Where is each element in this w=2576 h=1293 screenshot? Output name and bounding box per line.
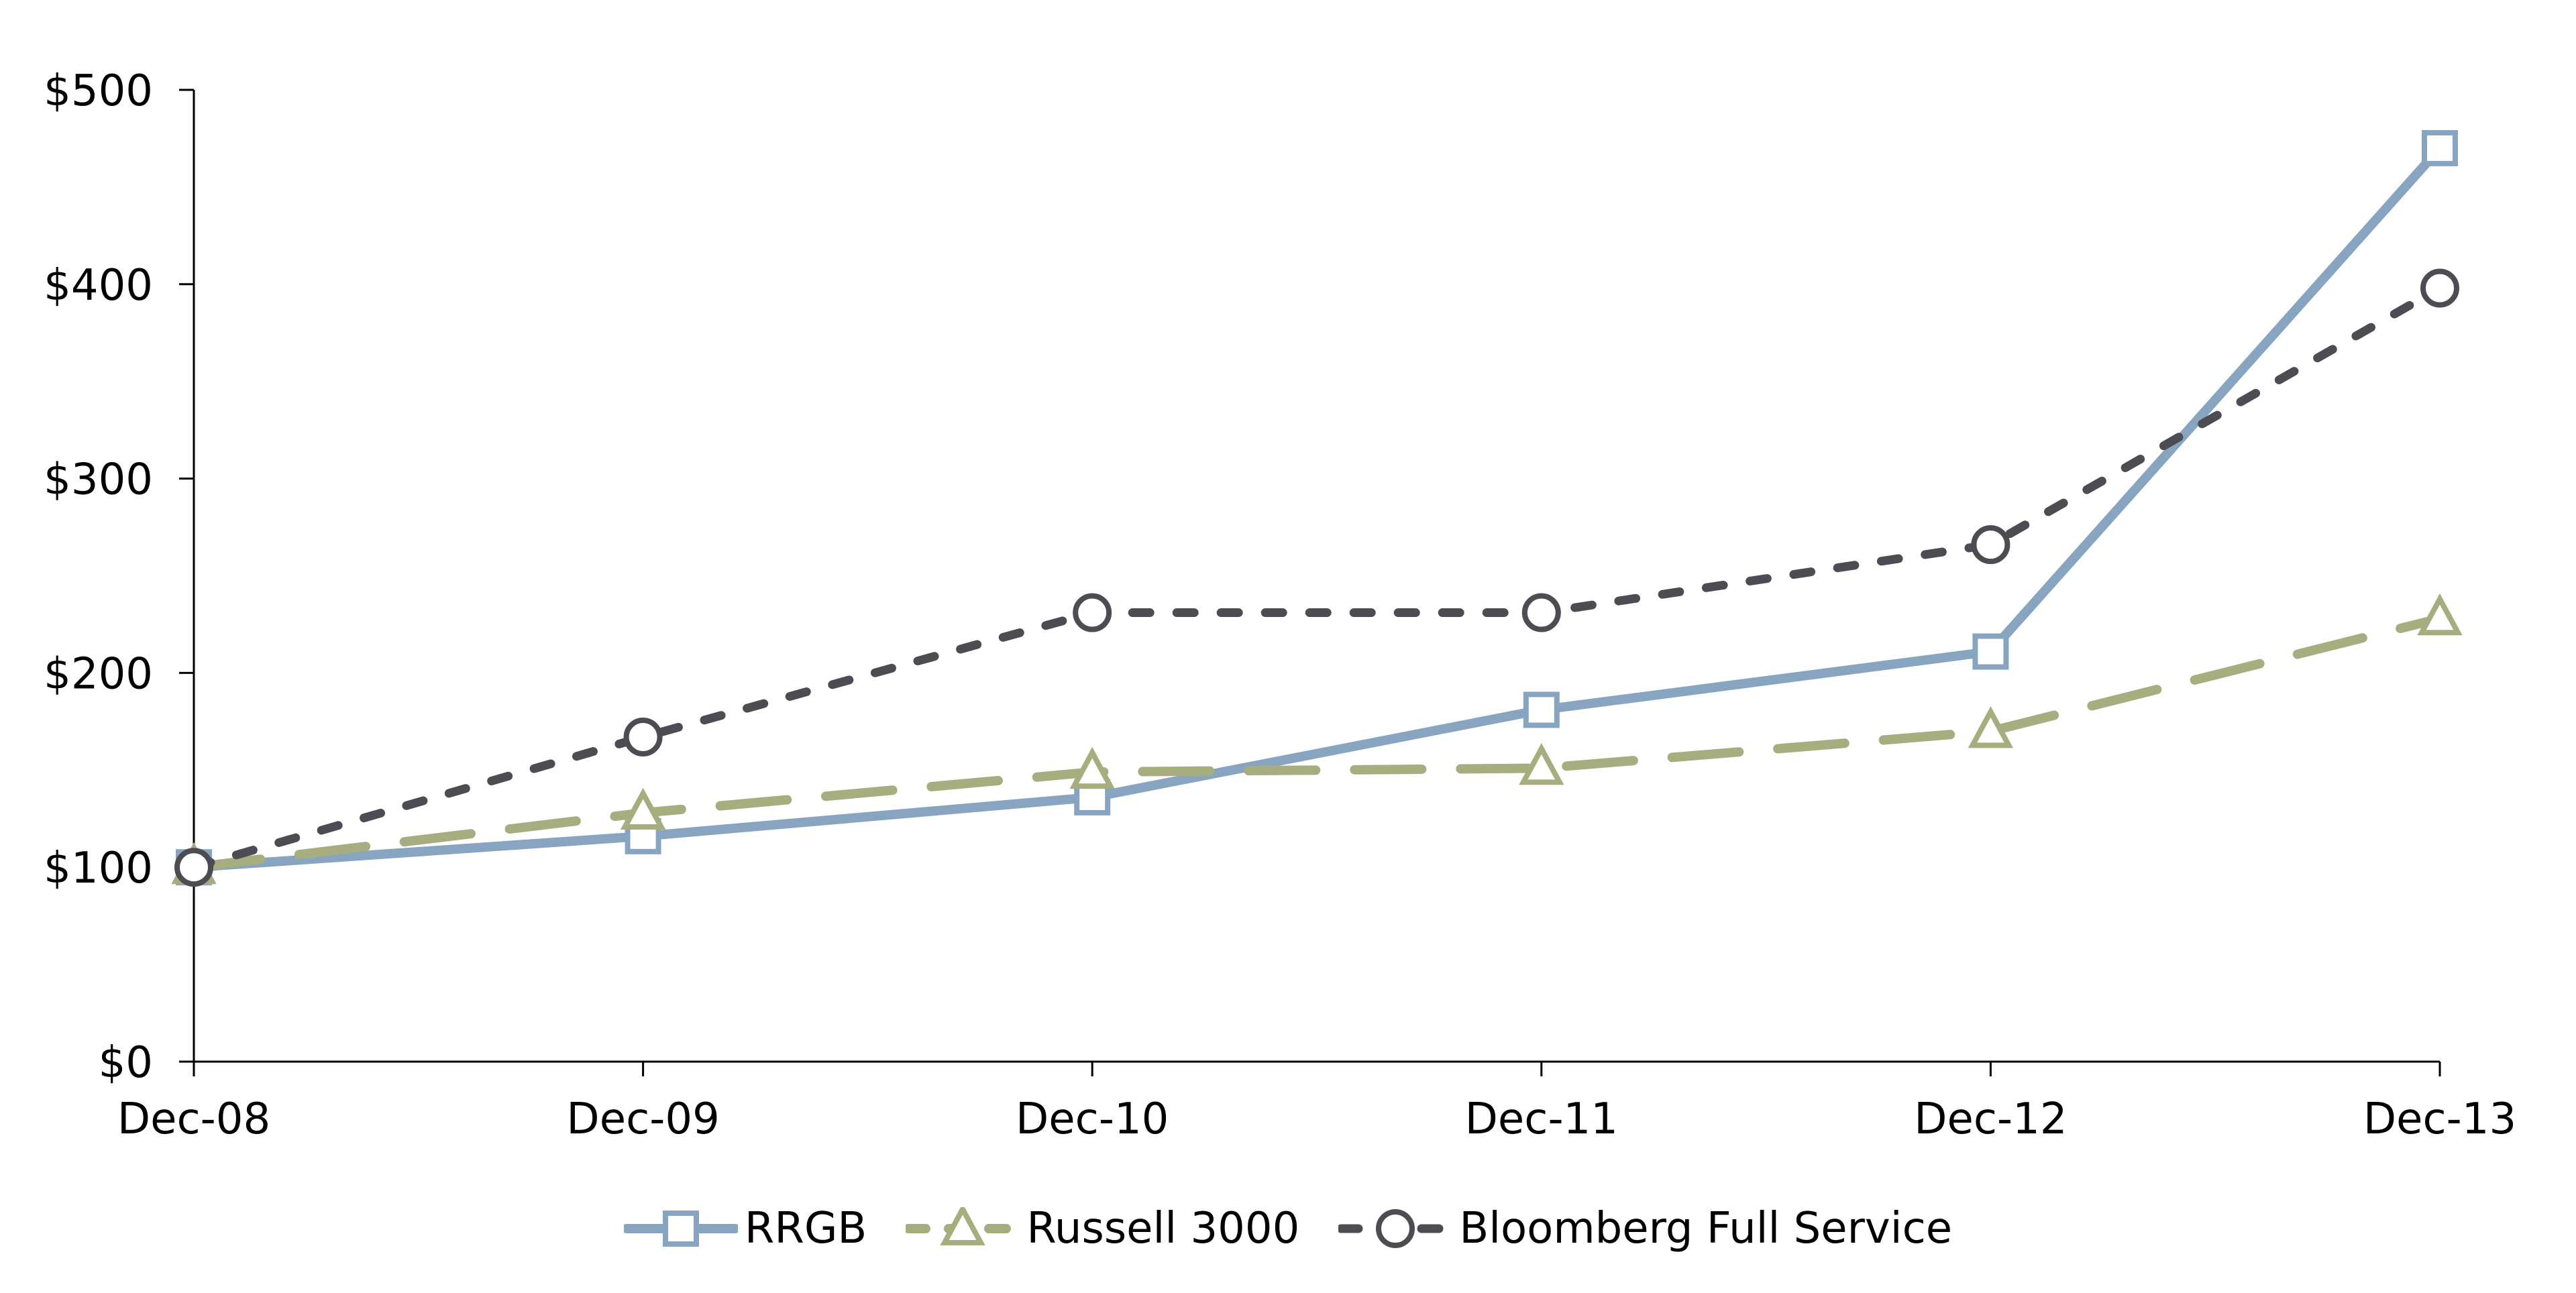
series-1-point-3-marker-triangle — [1519, 742, 1564, 785]
legend-1-marker-triangle — [940, 1207, 986, 1245]
series-1-point-2-marker-triangle — [1069, 746, 1115, 789]
series-line-2 — [189, 284, 2445, 872]
legend-item-2: Bloomberg Full Service — [1338, 1207, 1952, 1250]
x-tick-label: Dec-11 — [1465, 1094, 1618, 1144]
y-tick-label: $400 — [44, 261, 153, 311]
x-tick-label: Dec-13 — [2363, 1094, 2516, 1144]
y-tick-label: $100 — [44, 844, 153, 893]
legend-label: RRGB — [744, 1204, 867, 1253]
series-2-point-5-marker-circle — [2420, 268, 2459, 308]
series-1-point-4-marker-triangle — [1968, 706, 2014, 748]
y-tick-label: $500 — [44, 66, 153, 116]
series-0-point-5-marker-square — [2422, 129, 2458, 166]
series-2-point-2-marker-circle — [1073, 593, 1112, 632]
legend-2-marker-circle — [1376, 1209, 1415, 1248]
series-0-point-4-marker-square — [1972, 633, 2009, 670]
y-tick-label: $300 — [44, 455, 153, 505]
legend-label: Russell 3000 — [1026, 1204, 1300, 1253]
x-tick-label: Dec-12 — [1914, 1094, 2067, 1144]
series-line-0 — [189, 143, 2445, 873]
legend-item-1: Russell 3000 — [906, 1207, 1299, 1250]
x-tick-label: Dec-09 — [566, 1094, 719, 1144]
legend-swatch-triangle-icon — [906, 1207, 1020, 1245]
series-0-point-3-marker-square — [1523, 691, 1560, 728]
series-1-point-5-marker-triangle — [2417, 593, 2463, 636]
legend-label: Bloomberg Full Service — [1459, 1204, 1953, 1253]
series-2-point-0-marker-circle — [174, 848, 213, 887]
series-line-1 — [189, 614, 2445, 873]
legend-0-marker-square — [662, 1211, 699, 1247]
y-tick-label: $200 — [44, 649, 153, 699]
series-2-point-1-marker-circle — [623, 718, 663, 757]
x-tick-label: Dec-08 — [117, 1094, 270, 1144]
legend-swatch-circle-icon — [1338, 1209, 1453, 1248]
series-2-point-4-marker-circle — [1971, 525, 2010, 565]
series-2-point-3-marker-circle — [1521, 593, 1561, 632]
y-tick-label: $0 — [99, 1038, 153, 1088]
x-tick-label: Dec-10 — [1016, 1094, 1169, 1144]
chart-legend: RRGB Russell 3000 Bloomberg Full Service — [0, 1207, 2576, 1250]
legend-item-0: RRGB — [623, 1204, 867, 1253]
legend-swatch-square-icon — [623, 1211, 738, 1247]
series-1-point-1-marker-triangle — [620, 787, 666, 830]
